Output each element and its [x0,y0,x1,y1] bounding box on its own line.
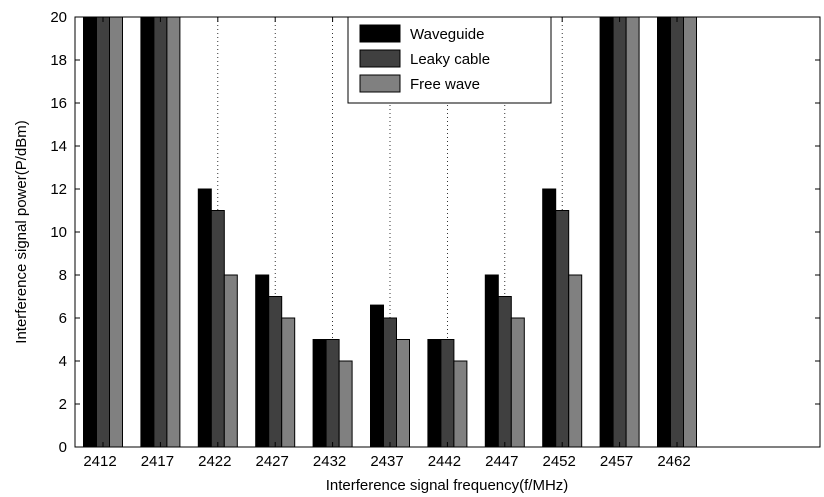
y-tick-label: 6 [59,310,67,327]
y-tick-label: 20 [50,9,67,26]
x-tick-label: 2462 [657,453,690,470]
bar [255,274,270,448]
legend-swatch [359,24,401,43]
legend-swatch [359,74,401,93]
y-tick-label: 4 [59,353,67,370]
bar [657,16,671,448]
bar [370,304,384,448]
bar [625,16,640,448]
y-tick-label: 18 [50,52,67,69]
legend-swatch [359,49,401,68]
y-tick-label: 0 [59,439,67,456]
legend-label: Waveguide [410,26,485,43]
bar [683,16,697,448]
x-tick-label: 2422 [198,453,231,470]
bar [484,274,499,448]
x-tick-label: 2442 [428,453,461,470]
bar [96,16,110,448]
y-tick-label: 2 [59,396,67,413]
y-tick-label: 12 [50,181,67,198]
y-tick-label: 8 [59,267,67,284]
bars [83,16,697,448]
bar [568,274,583,448]
bar [197,188,212,448]
bar [312,339,327,448]
bar [383,317,397,448]
bar [612,16,627,448]
legend-label: Free wave [410,76,480,93]
y-tick-label: 14 [50,138,67,155]
x-tick-label: 2432 [313,453,346,470]
bar [223,274,238,448]
bar [427,339,442,448]
bar [440,339,455,448]
bar [670,16,684,448]
bar [510,317,525,448]
x-tick-label: 2452 [543,453,576,470]
bar [453,360,468,448]
legend-label: Leaky cable [410,51,490,68]
bar [210,210,225,448]
x-axis: 2412 2417 2422 2427 2432 2437 2442 2447 2452 2457… [83,17,691,470]
bar [268,296,283,448]
bar [166,16,181,448]
bar [497,296,512,448]
bar [555,210,570,448]
bar [338,360,353,448]
x-tick-label: 2437 [370,453,403,470]
x-tick-label: 2457 [600,453,633,470]
y-tick-label: 10 [50,224,67,241]
bar [140,16,155,448]
x-tick-label: 2417 [141,453,174,470]
y-tick-label: 16 [50,95,67,112]
y-axis-label: Interference signal power(P/dBm) [13,120,30,343]
y-axis: 0 2 4 6 8 10 12 14 16 18 20 [50,9,820,456]
bar [396,339,410,448]
bar [109,16,123,448]
bar [325,339,340,448]
x-tick-label: 2412 [83,453,116,470]
bar [599,16,614,448]
bar [83,16,97,448]
bar [153,16,168,448]
bar [281,317,296,448]
x-tick-label: 2427 [256,453,289,470]
x-axis-label: Interference signal frequency(f/MHz) [326,477,569,494]
bar [542,188,557,448]
legend: Waveguide Leaky cable Free wave [347,16,552,104]
x-tick-label: 2447 [485,453,518,470]
